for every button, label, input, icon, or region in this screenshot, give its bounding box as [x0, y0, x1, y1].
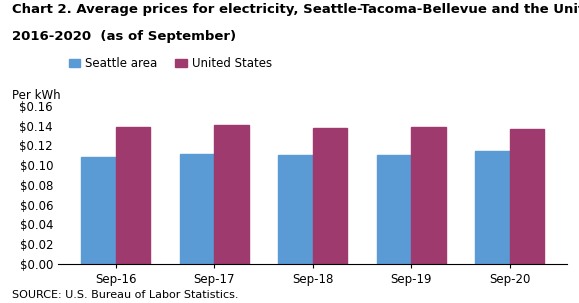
- Bar: [411, 127, 446, 264]
- Bar: [313, 128, 347, 264]
- Bar: [475, 151, 510, 264]
- Bar: [278, 155, 313, 264]
- Text: 2016-2020  (as of September): 2016-2020 (as of September): [12, 30, 236, 43]
- Bar: [510, 129, 544, 264]
- Bar: [81, 157, 116, 264]
- Bar: [179, 154, 214, 264]
- Text: SOURCE: U.S. Bureau of Labor Statistics.: SOURCE: U.S. Bureau of Labor Statistics.: [12, 290, 238, 300]
- Text: Chart 2. Average prices for electricity, Seattle-Tacoma-Bellevue and the United : Chart 2. Average prices for electricity,…: [12, 3, 579, 16]
- Bar: [214, 125, 248, 264]
- Legend: Seattle area, United States: Seattle area, United States: [64, 52, 276, 75]
- Text: Per kWh: Per kWh: [12, 88, 60, 102]
- Bar: [377, 155, 411, 264]
- Bar: [116, 127, 150, 264]
